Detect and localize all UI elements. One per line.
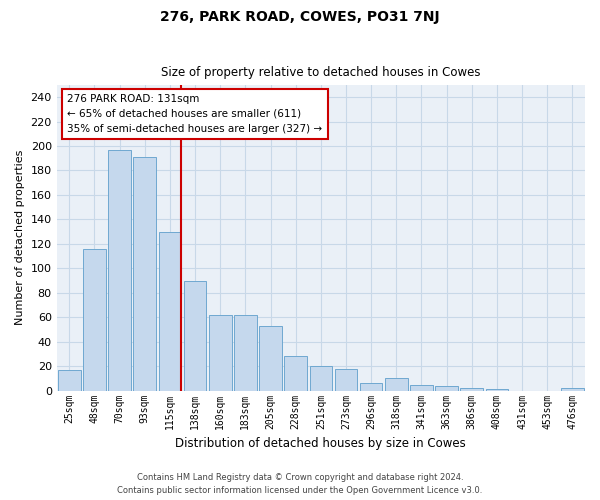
Bar xyxy=(561,388,584,390)
Bar xyxy=(385,378,407,390)
Bar xyxy=(335,368,358,390)
Bar xyxy=(108,150,131,390)
Bar xyxy=(133,157,156,390)
Bar xyxy=(58,370,80,390)
Bar xyxy=(360,384,382,390)
Bar xyxy=(310,366,332,390)
Title: Size of property relative to detached houses in Cowes: Size of property relative to detached ho… xyxy=(161,66,481,80)
Bar xyxy=(158,232,181,390)
Bar xyxy=(209,315,232,390)
Bar xyxy=(259,326,282,390)
Bar xyxy=(184,280,206,390)
Y-axis label: Number of detached properties: Number of detached properties xyxy=(15,150,25,326)
Bar xyxy=(460,388,483,390)
Bar xyxy=(284,356,307,390)
Text: 276, PARK ROAD, COWES, PO31 7NJ: 276, PARK ROAD, COWES, PO31 7NJ xyxy=(160,10,440,24)
Bar xyxy=(234,315,257,390)
Bar xyxy=(436,386,458,390)
Text: 276 PARK ROAD: 131sqm
← 65% of detached houses are smaller (611)
35% of semi-det: 276 PARK ROAD: 131sqm ← 65% of detached … xyxy=(67,94,322,134)
X-axis label: Distribution of detached houses by size in Cowes: Distribution of detached houses by size … xyxy=(175,437,466,450)
Bar xyxy=(83,248,106,390)
Bar xyxy=(410,384,433,390)
Text: Contains HM Land Registry data © Crown copyright and database right 2024.
Contai: Contains HM Land Registry data © Crown c… xyxy=(118,474,482,495)
